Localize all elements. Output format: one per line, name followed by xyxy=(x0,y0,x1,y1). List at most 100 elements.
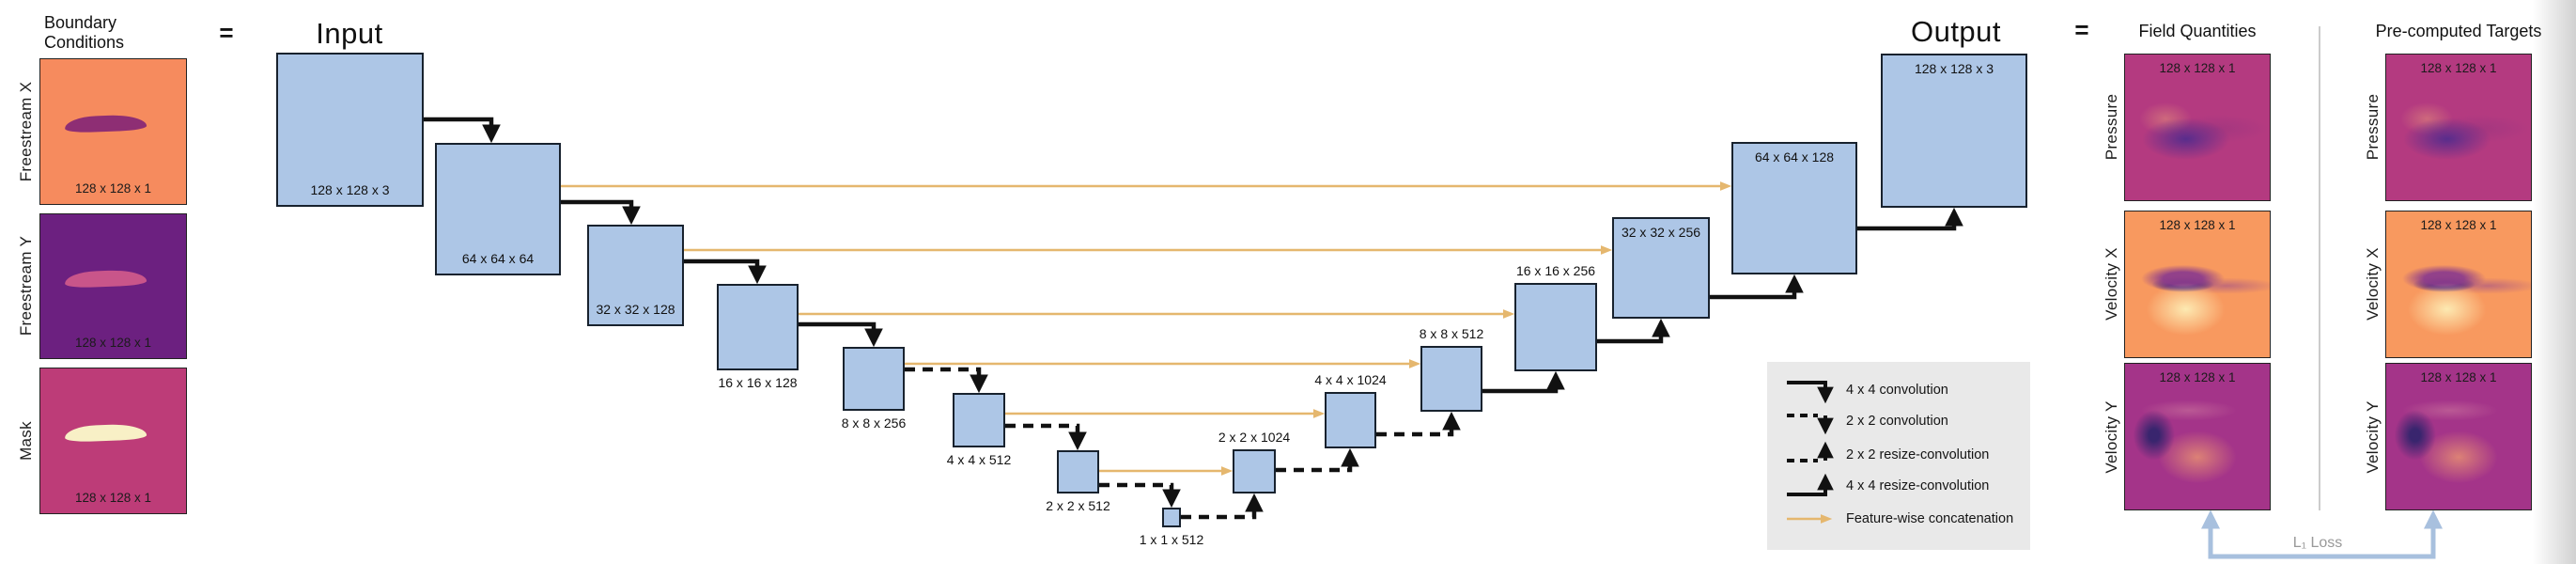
equals-sign-left: = xyxy=(219,18,234,47)
pt-velocity-x-image: 128 x 128 x 1 xyxy=(2385,211,2532,358)
image-dims: 128 x 128 x 1 xyxy=(2159,218,2236,232)
output-title: Output xyxy=(1910,15,2002,48)
airfoil-silhouette xyxy=(65,114,147,133)
box-dims: 4 x 4 x 512 xyxy=(946,452,1012,467)
pt-velocity-x-label: Velocity X xyxy=(2364,247,2382,321)
concat-lines xyxy=(561,181,1732,476)
freestream-y-label: Freestream Y xyxy=(17,235,35,337)
legend-row: 4 x 4 resize-convolution xyxy=(1784,472,1989,500)
pt-velocity-y-label: Velocity Y xyxy=(2364,400,2382,474)
l1-loss-label: L₁ Loss xyxy=(2283,535,2352,552)
fq-velocity-y-image: 128 x 128 x 1 xyxy=(2124,363,2271,510)
unet-box-32x32x128: 32 x 32 x 128 xyxy=(587,225,684,326)
fq-velocity-x-label: Velocity X xyxy=(2103,247,2120,321)
box-dims: 128 x 128 x 3 xyxy=(310,182,390,197)
box-dims: 128 x 128 x 3 xyxy=(1914,61,1994,76)
unet-box-1x1x512: 1 x 1 x 512 xyxy=(1140,508,1203,547)
unet-box-8x8x512: 8 x 8 x 512 xyxy=(1420,326,1486,412)
box-dims: 1 x 1 x 512 xyxy=(1139,532,1204,547)
column-divider xyxy=(2319,26,2320,510)
resize-arrow-64-output xyxy=(1857,207,1963,231)
page-edge-shading xyxy=(2533,0,2576,564)
legend-label: Feature-wise concatenation xyxy=(1846,511,2014,526)
dashed-up-arrow-icon xyxy=(1787,441,1834,462)
fq-velocity-y-label: Velocity Y xyxy=(2103,400,2120,474)
image-dims: 128 x 128 x 1 xyxy=(74,336,152,350)
box-dims: 2 x 2 x 512 xyxy=(1046,498,1110,513)
image-dims: 128 x 128 x 1 xyxy=(74,491,152,505)
freestream-x-image: 128 x 128 x 1 xyxy=(39,58,187,205)
box-dims: 32 x 32 x 256 xyxy=(1621,225,1701,240)
unet-box-32x32x256: 32 x 32 x 256 xyxy=(1612,213,1714,319)
conv-arrow-8-4 xyxy=(905,367,988,394)
legend: 4 x 4 convolution 2 x 2 convolution 2 x … xyxy=(1767,362,2030,550)
box-dims: 4 x 4 x 1024 xyxy=(1314,372,1387,387)
box-dims: 16 x 16 x 128 xyxy=(718,375,798,390)
unet-box-16x16x128: 16 x 16 x 128 xyxy=(717,284,799,390)
resize-arrow-2-4 xyxy=(1276,447,1359,473)
fq-pressure-image: 128 x 128 x 1 xyxy=(2124,54,2271,201)
unet-box-64x64x128: 64 x 64 x 128 xyxy=(1731,138,1861,274)
freestream-x-label: Freestream X xyxy=(17,81,35,182)
legend-label: 2 x 2 convolution xyxy=(1846,414,1948,429)
pt-pressure-label: Pressure xyxy=(2364,93,2382,161)
resize-arrow-16-32 xyxy=(1597,318,1670,344)
unet-box-output-128x128x3: 128 x 128 x 3 xyxy=(1881,54,2027,208)
conv-arrow-4-2 xyxy=(1005,423,1087,451)
pt-velocity-y-image: 128 x 128 x 1 xyxy=(2385,363,2532,510)
fq-velocity-x-image: 128 x 128 x 1 xyxy=(2124,211,2271,358)
legend-label: 2 x 2 resize-convolution xyxy=(1846,447,1990,462)
solid-up-arrow-icon xyxy=(1787,473,1834,496)
equals-sign-right: = xyxy=(2074,15,2089,44)
image-dims: 128 x 128 x 1 xyxy=(74,181,152,196)
resize-arrows-solid xyxy=(1482,207,1963,394)
box-dims: 32 x 32 x 128 xyxy=(596,302,675,317)
pre-computed-targets-title: Pre-computed Targets xyxy=(2375,22,2542,40)
mask-image: 128 x 128 x 1 xyxy=(39,368,187,514)
conv-arrows-solid xyxy=(424,117,883,348)
l1-loss-connector xyxy=(2201,509,2443,559)
solid-down-arrow-icon xyxy=(1787,381,1834,404)
resize-arrow-1-2 xyxy=(1181,493,1264,520)
orange-right-arrow-icon xyxy=(1787,514,1833,524)
resize-arrow-8-16 xyxy=(1482,370,1565,394)
input-title: Input xyxy=(316,17,383,50)
box-dims: 16 x 16 x 256 xyxy=(1515,263,1596,278)
dashed-down-arrow-icon xyxy=(1787,414,1834,435)
field-quantities-title: Field Quantities xyxy=(2138,22,2257,40)
resize-arrow-4-8 xyxy=(1376,411,1461,437)
unet-box-4x4x1024: 4 x 4 x 1024 xyxy=(1314,372,1387,448)
box-dims: 2 x 2 x 1024 xyxy=(1218,430,1291,445)
airfoil-silhouette xyxy=(65,423,147,443)
image-dims: 128 x 128 x 1 xyxy=(2420,61,2497,75)
legend-row: 2 x 2 resize-convolution xyxy=(1784,441,1989,469)
unet-box-64x64x64: 64 x 64 x 64 xyxy=(435,143,561,275)
fq-pressure-label: Pressure xyxy=(2103,93,2120,161)
airfoil-silhouette xyxy=(65,269,147,288)
conv-arrow-16-8 xyxy=(799,321,883,348)
unet-box-2x2x512: 2 x 2 x 512 xyxy=(1046,450,1110,513)
legend-label: 4 x 4 resize-convolution xyxy=(1846,478,1990,494)
unet-box-4x4x512: 4 x 4 x 512 xyxy=(947,393,1011,467)
conv-arrow-32-16 xyxy=(684,258,767,285)
unet-box-2x2x1024: 2 x 2 x 1024 xyxy=(1218,430,1290,494)
legend-row: Feature-wise concatenation xyxy=(1784,505,2013,533)
unet-box-input-128x128x3: 128 x 128 x 3 xyxy=(276,53,424,207)
conv-arrow-64-32 xyxy=(561,199,641,226)
pt-pressure-image: 128 x 128 x 1 xyxy=(2385,54,2532,201)
unet-box-16x16x256: 16 x 16 x 256 xyxy=(1514,263,1601,371)
conv-arrow-2-1 xyxy=(1099,482,1181,509)
boundary-conditions-title: Boundary Conditions xyxy=(44,13,125,52)
resize-arrow-32-64 xyxy=(1710,274,1804,300)
unet-box-8x8x256: 8 x 8 x 256 xyxy=(842,347,906,431)
image-dims: 128 x 128 x 1 xyxy=(2159,61,2236,75)
image-dims: 128 x 128 x 1 xyxy=(2159,370,2236,384)
image-dims: 128 x 128 x 1 xyxy=(2420,218,2497,232)
freestream-y-image: 128 x 128 x 1 xyxy=(39,213,187,359)
legend-row: 4 x 4 convolution xyxy=(1784,376,1948,404)
box-dims: 64 x 64 x 128 xyxy=(1754,149,1835,164)
mask-label: Mask xyxy=(17,421,35,461)
legend-row: 2 x 2 convolution xyxy=(1784,407,1948,435)
box-dims: 8 x 8 x 256 xyxy=(841,415,907,431)
